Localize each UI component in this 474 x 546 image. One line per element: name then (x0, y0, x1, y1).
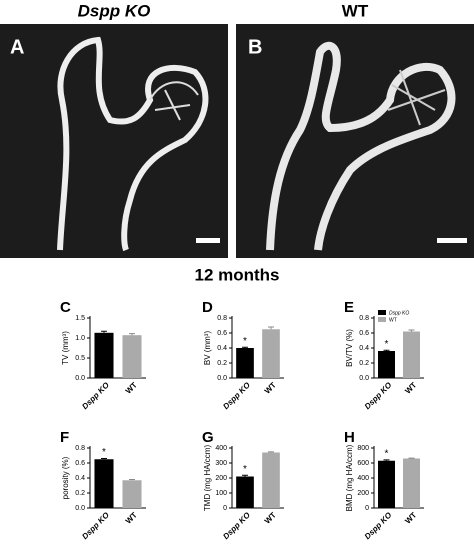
y-tick-label: 0 (223, 505, 227, 512)
y-tick-label: 0.4 (217, 345, 227, 352)
panel-letter: H (344, 429, 355, 446)
y-tick-label: 200 (357, 490, 369, 497)
x-tick-label: Dspp KO (80, 380, 111, 411)
bar (403, 332, 420, 379)
y-tick-label: 0.6 (75, 460, 85, 467)
bar (403, 459, 420, 509)
x-tick-label: WT (403, 510, 418, 525)
error-bar (242, 475, 248, 476)
bar (378, 351, 395, 378)
x-tick-label: WT (124, 380, 139, 395)
error-bar (384, 350, 390, 351)
x-tick-label: Dspp KO (221, 380, 252, 411)
error-bar (268, 327, 274, 329)
y-axis-label: BV/TV (%) (345, 329, 354, 367)
x-tick-label: WT (124, 510, 139, 525)
y-tick-label: 400 (357, 475, 369, 482)
x-tick-label: WT (403, 380, 418, 395)
significance-mark: * (385, 339, 389, 350)
micro-ct-image (0, 24, 228, 258)
y-tick-label: 0.8 (75, 445, 85, 452)
y-tick-label: 200 (215, 475, 227, 482)
legend-swatch (378, 310, 386, 315)
legend-label: WT (389, 317, 397, 323)
y-tick-label: 600 (357, 460, 369, 467)
y-tick-label: 0.5 (75, 355, 85, 362)
y-tick-label: 0.2 (359, 360, 369, 367)
panel-letter: D (202, 299, 213, 316)
bar (378, 461, 395, 508)
y-tick-label: 0.8 (217, 315, 227, 322)
y-tick-label: 0.0 (359, 375, 369, 382)
panel-letter: E (344, 299, 354, 316)
image-title: WT (342, 1, 369, 20)
y-tick-label: 0 (365, 505, 369, 512)
bar (236, 348, 254, 378)
significance-mark: * (243, 464, 247, 475)
significance-mark: * (102, 447, 106, 458)
x-tick-label: Dspp KO (363, 380, 394, 411)
y-tick-label: 0.0 (75, 505, 85, 512)
error-bar (409, 330, 415, 332)
y-tick-label: 0.0 (75, 375, 85, 382)
y-tick-label: 0.0 (217, 375, 227, 382)
panel-letter: F (60, 429, 69, 446)
panel-letter: A (10, 36, 24, 58)
bar (262, 329, 280, 378)
x-tick-label: Dspp KO (80, 510, 111, 541)
error-bar (101, 459, 107, 460)
bar (262, 453, 280, 509)
panel-letter: C (60, 299, 71, 316)
y-tick-label: 1.0 (75, 335, 85, 342)
panel-letter: B (248, 36, 262, 58)
y-axis-label: porosity (%) (61, 456, 70, 499)
y-tick-label: 800 (357, 445, 369, 452)
error-bar (129, 480, 135, 481)
micro-ct-image (236, 24, 474, 258)
error-bar (384, 460, 390, 461)
y-tick-label: 0.2 (217, 360, 227, 367)
y-tick-label: 400 (215, 445, 227, 452)
y-tick-label: 0.4 (75, 475, 85, 482)
x-tick-label: WT (263, 380, 278, 395)
legend-label: Dspp KO (389, 310, 409, 316)
y-tick-label: 0.6 (217, 330, 227, 337)
bar (122, 480, 141, 508)
y-tick-label: 0.8 (359, 315, 369, 322)
y-tick-label: 300 (215, 460, 227, 467)
y-tick-label: 0.6 (359, 330, 369, 337)
x-tick-label: Dspp KO (221, 510, 252, 541)
y-axis-label: TV (mm³) (61, 331, 70, 365)
bar (236, 477, 254, 509)
y-tick-label: 1.5 (75, 315, 85, 322)
image-title: Dspp KO (78, 1, 151, 20)
x-tick-label: Dspp KO (363, 510, 394, 541)
panel-letter: G (202, 429, 214, 446)
bar (94, 459, 113, 508)
significance-mark: * (385, 448, 389, 459)
legend-swatch (378, 317, 386, 322)
subtitle: 12 months (194, 265, 279, 284)
y-axis-label: BV (mm³) (203, 331, 212, 366)
y-axis-label: BMD (mg HA/ccm) (345, 444, 354, 511)
error-bar (268, 452, 274, 453)
y-tick-label: 0.2 (75, 490, 85, 497)
significance-mark: * (243, 336, 247, 347)
y-axis-label: TMD (mg HA/ccm) (203, 445, 212, 512)
error-bar (129, 334, 135, 336)
bar (122, 335, 141, 378)
x-tick-label: WT (263, 510, 278, 525)
y-tick-label: 100 (215, 490, 227, 497)
error-bar (242, 347, 248, 348)
y-tick-label: 0.4 (359, 345, 369, 352)
error-bar (101, 331, 107, 333)
bar (94, 333, 113, 378)
